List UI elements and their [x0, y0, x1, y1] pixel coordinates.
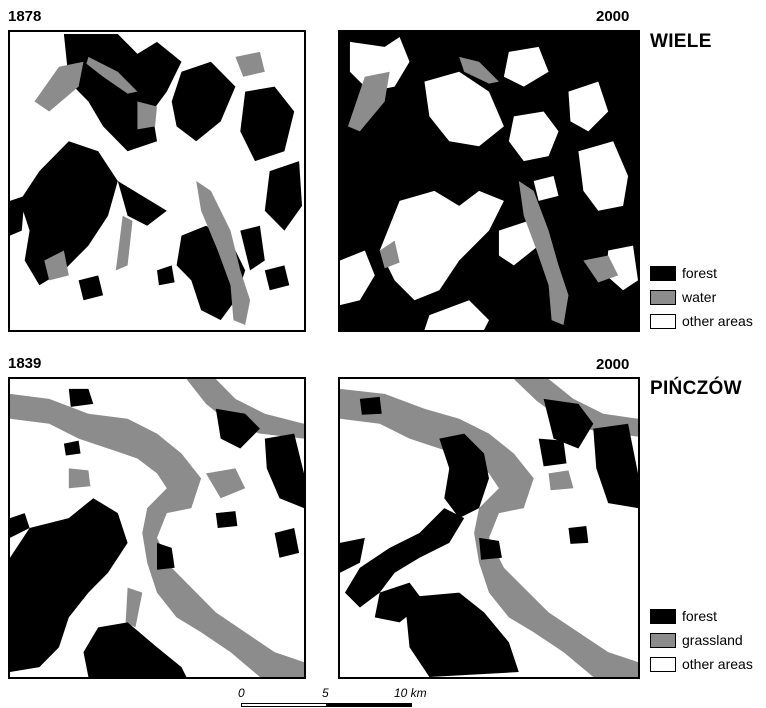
- year-label-wiele-right: 2000: [596, 8, 630, 25]
- year-label-pinczow-left: 1839: [8, 355, 42, 372]
- legend-label-other-areas: other areas: [682, 313, 753, 329]
- legend-label-other-areas: other areas: [682, 656, 753, 672]
- region-name-wiele: WIELE: [650, 31, 712, 52]
- legend-swatch-water: [650, 290, 676, 305]
- legend-label-water: water: [682, 289, 717, 305]
- legend-wiele: forest water other areas: [650, 265, 766, 331]
- legend-swatch-grassland: [650, 633, 676, 648]
- scale-segment-black: [326, 703, 412, 707]
- map-pinczow-2000: [338, 377, 640, 679]
- legend-swatch-forest: [650, 266, 676, 281]
- legend-label-forest: forest: [682, 608, 718, 624]
- legend-label-forest: forest: [682, 265, 718, 281]
- legend-swatch-other-areas: [650, 657, 676, 672]
- scale-tick-0: 0: [238, 686, 245, 700]
- map-pinczow-1839: [8, 377, 306, 679]
- scale-tick-10-km: 10 km: [394, 686, 427, 700]
- scale-tick-5: 5: [322, 686, 329, 700]
- year-label-pinczow-right: 2000: [596, 356, 630, 373]
- scale-segment-white: [241, 703, 327, 707]
- region-name-pinczow: PIŃCZÓW: [650, 378, 742, 399]
- legend-label-grassland: grassland: [682, 632, 743, 648]
- map-wiele-1878: [8, 30, 306, 332]
- scale-bar: 0 5 10 km: [238, 686, 434, 708]
- legend-swatch-forest: [650, 609, 676, 624]
- legend-pinczow: forest grassland other areas: [650, 608, 766, 674]
- year-label-wiele-left: 1878: [8, 8, 42, 25]
- map-wiele-2000: [338, 30, 640, 332]
- legend-swatch-other-areas: [650, 314, 676, 329]
